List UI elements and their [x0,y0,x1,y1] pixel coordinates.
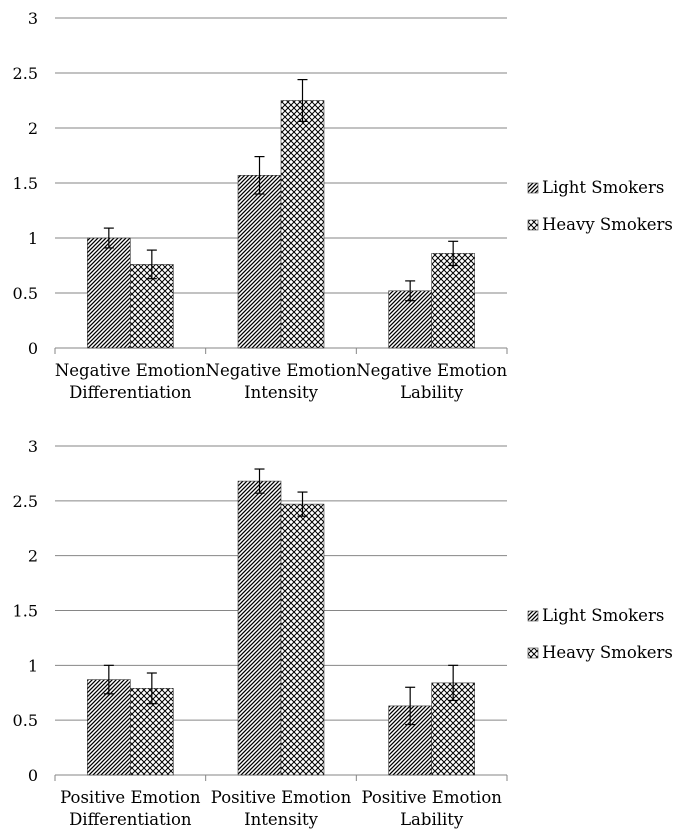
legend-label-light-smokers: Light Smokers [542,606,664,625]
legend-swatch-heavy-smokers [527,219,539,231]
x-category-label: Positive Emotion [211,788,352,807]
chart-panel-1: 0 0.5 1 1.5 2 2.5 3 Negative Emotion Differentia… [13,9,673,402]
y-tick-label: 2.5 [13,492,38,511]
y-tick-label: 3 [28,9,38,28]
chart-panel-2: 0 0.5 1 1.5 2 2.5 3 Positive Emotion Differentia… [13,437,673,829]
y-tick-label: 0 [28,339,38,358]
x-category-label: Differentiation [69,810,192,829]
y-tick-label: 1.5 [13,174,38,193]
x-category-label: Lability [400,383,464,402]
x-category-label: Negative Emotion [206,361,357,380]
bar-light-smokers [87,237,131,349]
x-category-label: Positive Emotion [361,788,502,807]
y-tick-label: 0 [28,766,38,785]
legend-label-heavy-smokers: Heavy Smokers [542,643,673,662]
bar-light-smokers [87,679,131,776]
y-tick-label: 3 [28,437,38,456]
charts-container: 0 0.5 1 1.5 2 2.5 3 Negative Emotion Differentia… [13,9,673,829]
x-category-label: Negative Emotion [55,361,206,380]
y-tick-label: 2 [28,119,38,138]
y-tick-label: 0.5 [13,711,38,730]
y-tick-label: 0.5 [13,284,38,303]
bar-light-smokers [237,175,282,349]
y-tick-label: 2.5 [13,64,38,83]
x-category-label: Positive Emotion [60,788,201,807]
bar-heavy-smokers [280,503,325,776]
y-tick-label: 1 [28,229,38,248]
legend-swatch-light-smokers [527,182,539,194]
bar-heavy-smokers [431,253,475,349]
y-tick-label: 2 [28,547,38,566]
legend-swatch-heavy-smokers [527,647,539,659]
x-category-label: Intensity [244,810,319,829]
y-tick-label: 1 [28,656,38,675]
y-tick-label: 1.5 [13,602,38,621]
bar-light-smokers [237,480,282,776]
legend-swatch-light-smokers [527,610,539,622]
x-category-label: Negative Emotion [356,361,507,380]
legend-label-light-smokers: Light Smokers [542,178,664,197]
legend-label-heavy-smokers: Heavy Smokers [542,215,673,234]
bar-heavy-smokers [280,100,325,349]
x-category-label: Lability [400,810,464,829]
x-category-label: Differentiation [69,383,192,402]
x-category-label: Intensity [244,383,319,402]
